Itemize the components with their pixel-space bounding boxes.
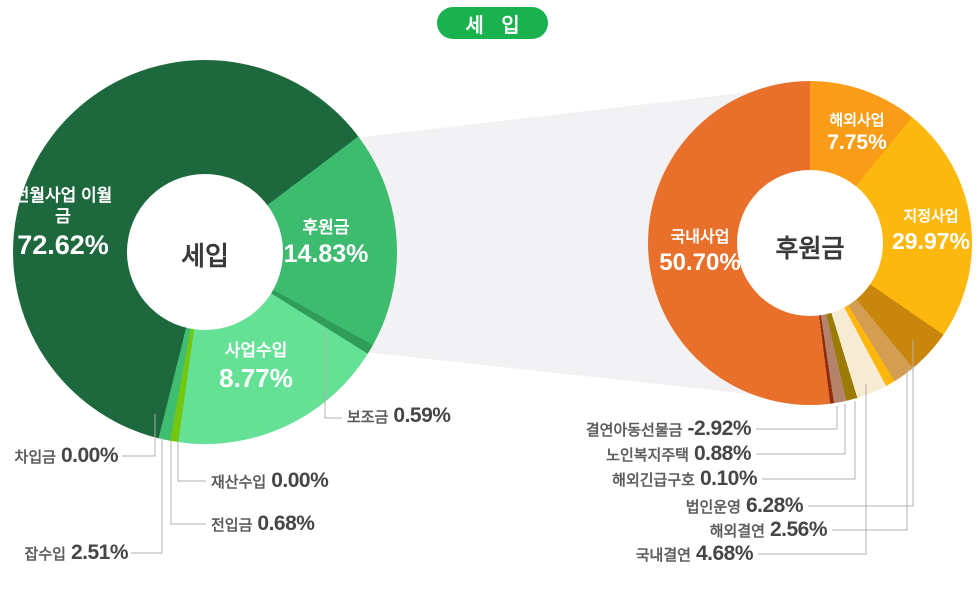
segment-name: 사업수입 xyxy=(224,341,288,360)
segment-name: 해외사업 xyxy=(829,112,885,129)
callout-value: 0.10% xyxy=(699,467,758,490)
segment-label-domestic-programs: 국내사업 50.70% xyxy=(645,228,755,277)
callout-value: 0.00% xyxy=(271,469,329,492)
callout-overseas-emergency-relief: 해외긴급구호 0.10% xyxy=(0,467,757,491)
segment-value: 50.70% xyxy=(659,249,741,276)
callout-corporate-operations: 법인운영 6.28% xyxy=(0,494,804,518)
callout-value: 4.68% xyxy=(695,542,754,565)
donation-donut-center-label: 후원금 xyxy=(775,235,845,263)
segment-value: 8.77% xyxy=(219,363,293,393)
callout-value: 2.51% xyxy=(70,541,129,564)
title-badge: 세 입 xyxy=(437,7,548,39)
callout-overseas-sponsorship: 해외결연 2.56% xyxy=(0,518,828,542)
revenue-donut-hole xyxy=(127,174,283,330)
segment-label-donation: 후원금 14.83% xyxy=(266,218,386,269)
callout-value: 6.28% xyxy=(745,494,804,517)
callout-subsidy: 보조금 0.59% xyxy=(347,404,451,428)
segment-value: 7.75% xyxy=(827,131,887,154)
callout-name: 보조금 xyxy=(347,409,389,426)
callout-domestic-sponsorship: 국내결연 4.68% xyxy=(0,542,754,566)
callout-name: 잡수입 xyxy=(24,546,66,563)
callout-senior-welfare-housing: 노인복지주택 0.88% xyxy=(0,442,751,466)
callout-misc-income: 잡수입 2.51% xyxy=(0,541,129,565)
segment-name: 지정사업 xyxy=(903,208,959,225)
segment-label-overseas-programs: 해외사업 7.75% xyxy=(810,112,904,155)
segment-value: 29.97% xyxy=(891,228,970,254)
segment-label-business-income: 사업수입 8.77% xyxy=(196,341,316,394)
callout-name: 차입금 xyxy=(14,449,56,466)
revenue-donut-center-label: 세입 xyxy=(181,241,229,271)
callout-name: 재산수입 xyxy=(211,474,267,491)
callout-value: -2.92% xyxy=(687,417,751,440)
callout-property-income: 재산수입 0.00% xyxy=(211,469,329,493)
callout-transfer-income: 전입금 0.68% xyxy=(211,512,315,536)
callout-name: 해외결연 xyxy=(709,523,765,540)
title-badge-label: 세 입 xyxy=(465,14,526,37)
segment-name: 전월사업 이월금 xyxy=(13,186,113,226)
callout-value: 0.88% xyxy=(693,442,752,465)
callout-borrowings: 차입금 0.00% xyxy=(0,444,119,468)
donation-donut-hole xyxy=(737,170,883,316)
segment-label-designated-programs: 지정사업 29.97% xyxy=(874,208,980,255)
callout-name: 노인복지주택 xyxy=(606,447,689,464)
callout-value: 0.59% xyxy=(393,404,451,427)
callout-value: 0.00% xyxy=(60,444,119,467)
segment-name: 국내사업 xyxy=(670,229,730,246)
callout-value: 2.56% xyxy=(769,518,828,541)
segment-label-carryover: 전월사업 이월금 72.62% xyxy=(12,185,114,261)
callout-name: 국내결연 xyxy=(635,547,691,564)
callout-name: 전입금 xyxy=(211,517,253,534)
callout-name: 결연아동선물금 xyxy=(585,422,683,439)
callout-value: 0.68% xyxy=(257,512,315,535)
callout-name: 해외긴급구호 xyxy=(612,472,695,489)
segment-value: 72.62% xyxy=(17,230,109,260)
callout-name: 법인운영 xyxy=(685,499,741,516)
segment-value: 14.83% xyxy=(283,240,369,268)
callout-sponsored-child-gifts: 결연아동선물금 -2.92% xyxy=(0,417,752,441)
segment-name: 후원금 xyxy=(302,218,350,237)
